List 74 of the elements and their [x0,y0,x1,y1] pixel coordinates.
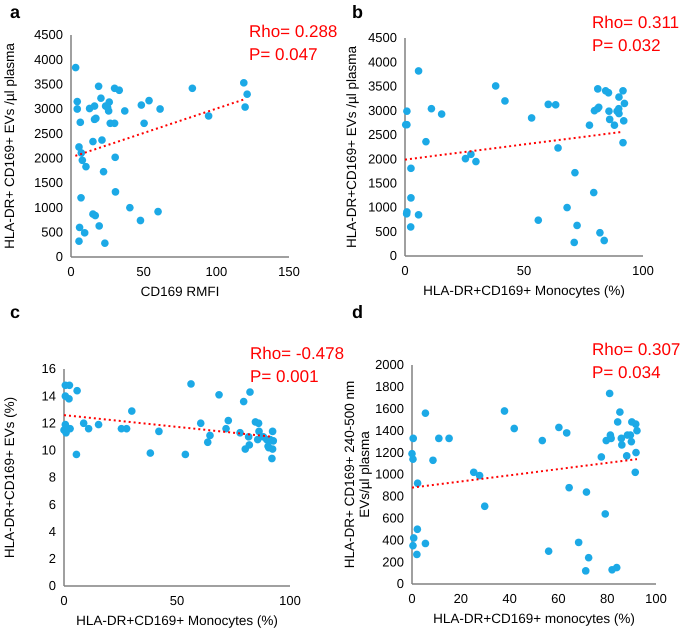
y-tick-label: 2 [48,551,56,566]
y-tick-label: 6 [48,496,56,512]
y-tick-label: 500 [41,224,63,240]
y-tick-label: 4000 [368,54,397,70]
y-tick-label: 4 [48,524,56,539]
y-tick-label: 2000 [375,357,404,372]
y-tick-label: 500 [375,224,397,239]
x-tick-label: 100 [279,593,301,608]
y-tick-label: 2500 [368,127,397,142]
text: Rho= 0.311 [592,13,680,32]
y-tick-label: 1400 [375,422,404,438]
y-tick-label: 200 [382,554,404,570]
y-tick-label: 0 [396,576,404,592]
y-tick-label: 0 [390,248,397,264]
y-tick-label: 3500 [368,78,397,94]
y-tick-label: 2000 [34,150,63,166]
x-tick-label: 150 [278,264,300,280]
y-tick-label: 3500 [34,76,63,92]
y-tick-label: 4500 [368,30,397,46]
chart-title: b [352,2,363,22]
y-tick-label: 1500 [34,175,63,190]
x-tick-label: 50 [516,263,532,278]
x-tick-label: 80 [600,591,614,606]
y-axis-title: HLA-DR+CD169+ EVs /µl plasma [344,45,359,248]
x-tick-label: 0 [67,264,75,280]
x-tick-label: 100 [205,264,228,280]
annotation: P= 0.047 [249,45,318,64]
annotation: P= 0.001 [250,367,319,386]
y-tick-label: 10 [42,442,56,458]
y-tick-label: 3000 [368,102,397,118]
x-tick-label: 60 [551,591,566,606]
y-tick-label: 1800 [375,379,404,394]
y-tick-label: 12 [42,415,56,430]
y-tick-label: 0 [48,578,56,594]
text: Rho= -0.478 [250,344,344,363]
annotation: Rho= 0.288 [249,22,338,41]
chart-title: d [352,302,363,322]
x-axis-title: HLA-DR+CD169+ Monocytes (%) [76,613,278,628]
x-tick-label: 40 [502,591,517,606]
y-tick-label: 1200 [375,444,404,460]
y-tick-label: 400 [382,532,404,548]
y-tick-label: 0 [56,249,63,264]
y-tick-label: 1500 [368,175,397,190]
x-tick-label: 50 [170,593,184,608]
chart-title: c [10,302,20,322]
y-tick-label: 14 [42,388,56,404]
x-tick-label: 0 [408,591,416,606]
y-tick-label: 2500 [34,126,63,141]
y-tick-label: 1000 [34,200,63,215]
y-tick-label: 600 [382,510,404,526]
text: Rho= 0.307 [592,340,680,359]
x-tick-label: 100 [645,591,667,606]
y-axis-title: HLA-DR+ CD169+ EVs /µl plasma [2,42,17,249]
x-tick-label: 100 [632,263,654,278]
x-axis-title: HLA-DR+CD169+ monocytes (%) [433,611,635,626]
x-tick-label: 20 [454,591,468,606]
x-axis-title: HLA-DR+CD169+ Monocytes (%) [423,283,625,298]
y-tick-label: 800 [382,488,404,504]
y-tick-label: 2000 [368,151,397,166]
y-tick-label: 4000 [34,52,63,67]
annotation: P= 0.032 [592,36,661,55]
annotation: P= 0.034 [592,363,661,382]
y-tick-label: 1000 [375,466,404,482]
x-tick-label: 50 [136,264,151,280]
chart-title: a [10,2,21,22]
y-tick-label: 3000 [34,101,63,116]
y-axis-title: HLA-DR+CD169+ EVs (%) [2,396,17,558]
y-tick-label: 1600 [375,400,404,416]
y-axis-title: HLA-DR+ CD169+ 240-500 nm EVs/µl plasma [342,380,372,568]
y-tick-label: 16 [42,361,56,376]
x-axis-title: CD169 RMFI [140,284,220,299]
y-tick-label: 4500 [34,27,63,42]
y-tick-label: 1000 [368,200,397,215]
y-tick-label: 8 [48,470,56,485]
